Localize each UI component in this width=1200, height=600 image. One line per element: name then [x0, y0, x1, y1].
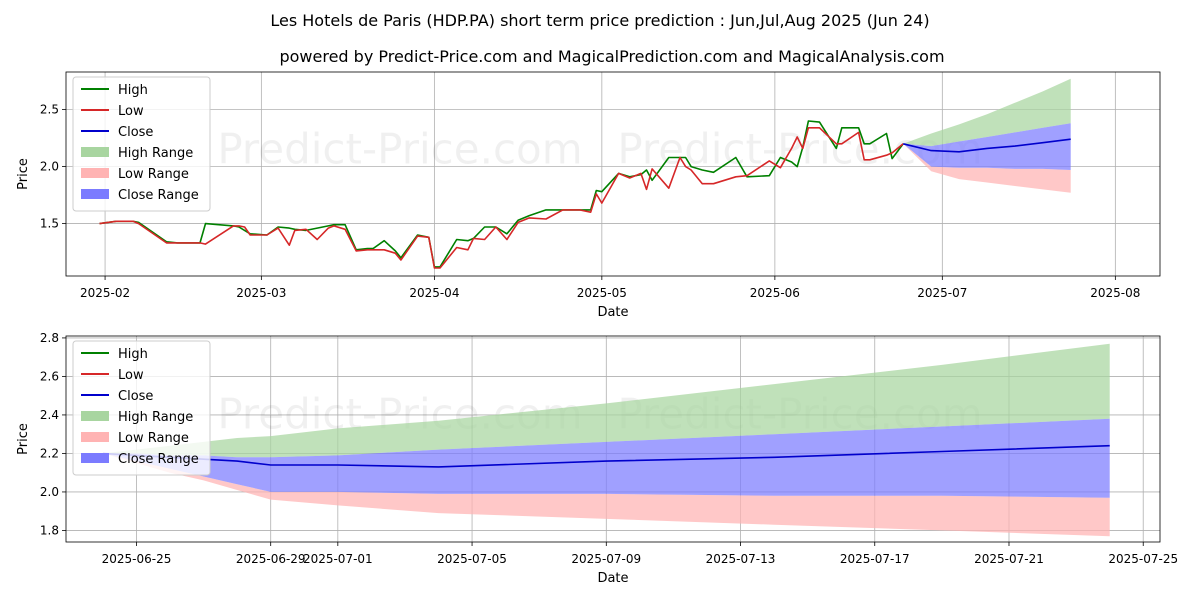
y-tick-label: 2.0 — [40, 485, 59, 499]
legend-entry: Close — [118, 389, 153, 404]
x-tick-label: 2025-07-13 — [706, 552, 776, 566]
legend-entry: Low — [118, 104, 144, 119]
y-tick-label: 2.6 — [40, 369, 59, 383]
legend-swatch-patch — [81, 432, 109, 442]
x-axis-label: Date — [597, 305, 628, 320]
chart-subtitle: powered by Predict-Price.com and Magical… — [279, 47, 944, 66]
x-tick-label: 2025-07-25 — [1108, 552, 1178, 566]
high-range-band — [102, 343, 1110, 458]
x-tick-label: 2025-04 — [409, 286, 459, 300]
legend-entry: High Range — [118, 410, 193, 425]
legend-swatch-patch — [81, 189, 109, 199]
y-tick-label: 2.2 — [40, 446, 59, 460]
legend-swatch-patch — [81, 411, 109, 421]
x-tick-label: 2025-08 — [1090, 286, 1140, 300]
legend-entry: Close — [118, 125, 153, 140]
legend-entry: Low Range — [118, 167, 189, 182]
close-range-band — [903, 123, 1071, 170]
x-tick-label: 2025-07-09 — [571, 552, 641, 566]
y-tick-label: 2.0 — [40, 160, 59, 174]
chart-title: Les Hotels de Paris (HDP.PA) short term … — [270, 11, 929, 30]
legend-entry: High Range — [118, 146, 193, 161]
y-tick-label: 1.5 — [40, 217, 59, 231]
x-tick-label: 2025-02 — [80, 286, 130, 300]
x-tick-label: 2025-07-17 — [840, 552, 910, 566]
x-tick-label: 2025-07-01 — [303, 552, 373, 566]
x-tick-label: 2025-06-25 — [102, 552, 172, 566]
top-panel: 1.5 2.0 2.5 2025-02 2025-03 2025-04 2025-05 202… — [16, 71, 1161, 320]
low-range-band — [102, 453, 1110, 537]
high-range-band — [903, 78, 1071, 147]
y-axis-label: Price — [16, 423, 31, 455]
close-range-band — [102, 418, 1110, 498]
low-series-line — [99, 127, 904, 269]
x-axis-label: Date — [597, 571, 628, 586]
plot-frame — [65, 71, 1161, 277]
close-forecast-line — [903, 138, 1071, 153]
x-tick-label: 2025-07 — [917, 286, 967, 300]
y-tick-label: 2.4 — [40, 408, 59, 422]
legend-entry: Low Range — [118, 431, 189, 446]
x-tick-label: 2025-05 — [577, 286, 627, 300]
x-tick-label: 2025-06-29 — [236, 552, 306, 566]
y-axis-label: Price — [16, 158, 31, 190]
legend-swatch-patch — [81, 453, 109, 463]
watermark: Predict-Price.com — [217, 125, 582, 174]
x-tick-label: 2025-06 — [750, 286, 800, 300]
legend-entry: Close Range — [118, 452, 199, 467]
legend-entry: High — [118, 83, 148, 98]
y-tick-label: 2.5 — [40, 103, 59, 117]
y-tick-label: 2.8 — [40, 331, 59, 345]
legend-swatch-patch — [81, 168, 109, 178]
x-tick-label: 2025-07-21 — [974, 552, 1044, 566]
x-tick-label: 2025-07-05 — [437, 552, 507, 566]
y-tick-label: 1.8 — [40, 523, 59, 537]
low-range-band — [903, 143, 1071, 193]
legend-entry: Low — [118, 368, 144, 383]
legend-entry: High — [118, 347, 148, 362]
plot-frame — [65, 335, 1161, 543]
x-tick-label: 2025-03 — [236, 286, 286, 300]
legend-swatch-patch — [81, 147, 109, 157]
legend-entry: Close Range — [118, 188, 199, 203]
